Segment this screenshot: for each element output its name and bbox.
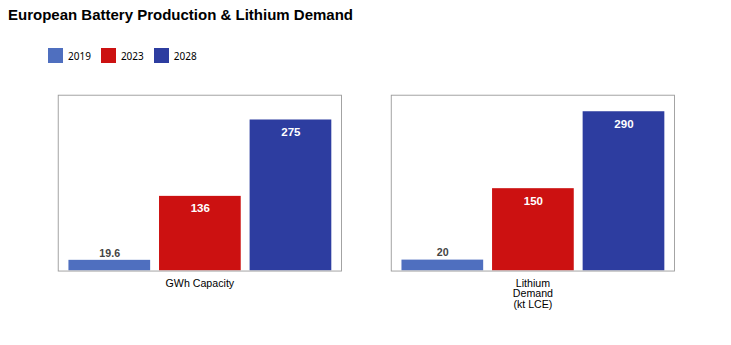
- svg-text:290: 290: [614, 118, 633, 130]
- svg-text:19.6: 19.6: [99, 247, 120, 259]
- html-text:European Battery Production &: European Battery Production & Lithium De…: [8, 6, 353, 23]
- html-text:2028: 2028: [173, 48, 197, 63]
- svg-text:136: 136: [191, 202, 210, 214]
- svg-text:150: 150: [524, 195, 543, 207]
- html-text:2023: 2023: [120, 48, 144, 63]
- svg-text:GWh Capacity: GWh Capacity: [166, 277, 235, 289]
- svg-text:LithiumDemand(kt LCE): LithiumDemand(kt LCE): [513, 277, 553, 310]
- svg-text:275: 275: [281, 126, 301, 138]
- html-text:2019: 2019: [68, 48, 91, 63]
- svg-text:20: 20: [437, 246, 449, 258]
